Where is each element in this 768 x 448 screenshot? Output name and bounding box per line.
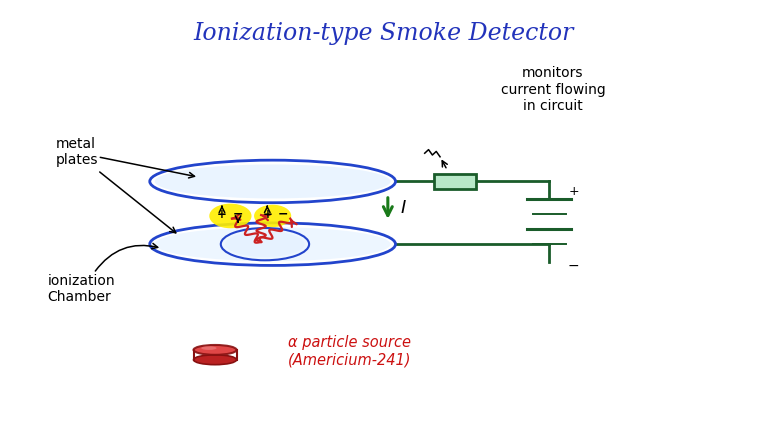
Text: Ionization-type Smoke Detector: Ionization-type Smoke Detector <box>194 22 574 45</box>
Ellipse shape <box>209 203 251 228</box>
Text: monitors
current flowing
in circuit: monitors current flowing in circuit <box>501 66 605 113</box>
Text: metal
plates: metal plates <box>55 137 98 168</box>
Text: α particle source
(Americium-241): α particle source (Americium-241) <box>288 336 412 368</box>
Text: I: I <box>400 199 406 217</box>
FancyBboxPatch shape <box>434 174 476 189</box>
Text: −: − <box>233 207 243 221</box>
Ellipse shape <box>225 231 305 257</box>
Ellipse shape <box>194 355 237 365</box>
Ellipse shape <box>254 205 291 227</box>
Text: −: − <box>568 258 580 273</box>
Ellipse shape <box>201 346 217 350</box>
Text: −: − <box>278 207 289 221</box>
Text: +: + <box>568 185 579 198</box>
Ellipse shape <box>194 345 237 355</box>
Text: +: + <box>263 207 272 221</box>
Text: +: + <box>217 207 227 221</box>
Text: ionization
Chamber: ionization Chamber <box>48 274 115 304</box>
Ellipse shape <box>154 227 391 261</box>
Ellipse shape <box>154 164 391 198</box>
